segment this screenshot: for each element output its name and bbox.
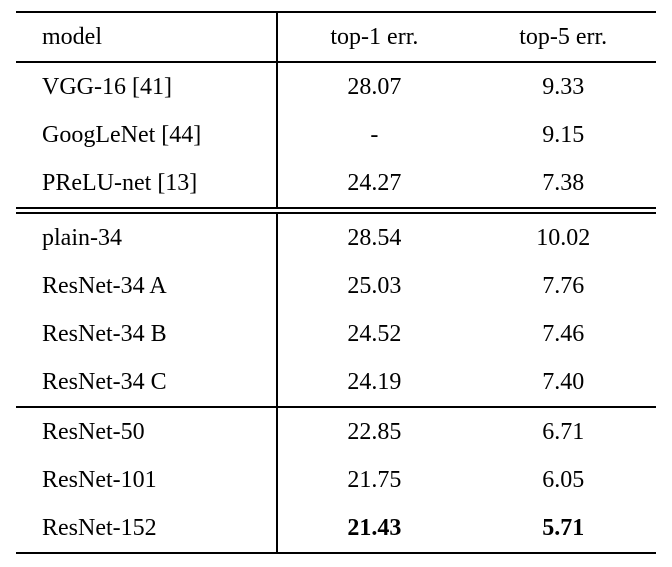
table-row: GoogLeNet [44] - 9.15 [16,111,656,159]
table-row: ResNet-34 A 25.03 7.76 [16,262,656,310]
top1-cell: 24.19 [347,368,402,395]
model-cell: PReLU-net [13] [16,159,279,207]
model-cell: VGG-16 [41] [16,63,279,111]
top1-cell: 24.52 [347,320,402,347]
table-row: ResNet-50 22.85 6.71 [16,408,656,456]
top5-cell: 9.15 [542,121,585,148]
top1-cell: 28.54 [347,224,402,251]
model-cell: plain-34 [16,214,279,262]
table-row: ResNet-152 21.43 5.71 [16,504,656,552]
top1-cell: 22.85 [347,418,402,445]
model-cell: ResNet-34 A [16,262,279,310]
top5-cell: 7.46 [542,320,585,347]
column-header-model: model [16,13,279,61]
top5-cell: 6.71 [542,418,585,445]
top5-cell: 7.40 [542,368,585,395]
top1-cell: 28.07 [347,73,402,100]
table-group-resnet34: plain-34 28.54 10.02 ResNet-34 A 25.03 7… [16,207,656,406]
top1-cell: 21.43 [347,514,402,541]
table-group-baselines: VGG-16 [41] 28.07 9.33 GoogLeNet [44] - … [16,63,656,207]
model-cell: ResNet-50 [16,408,279,456]
model-cell: GoogLeNet [44] [16,111,279,159]
table-row: ResNet-34 B 24.52 7.46 [16,310,656,358]
table-row: plain-34 28.54 10.02 [16,214,656,262]
top5-cell: 9.33 [542,73,585,100]
results-table: model top-1 err. top-5 err. VGG-16 [41] … [16,11,656,554]
table-row: ResNet-101 21.75 6.05 [16,456,656,504]
top1-cell: 24.27 [347,169,402,196]
top5-cell: 7.38 [542,169,585,196]
top5-cell: 10.02 [536,224,591,251]
top5-cell: 5.71 [542,514,585,541]
model-cell: ResNet-101 [16,456,279,504]
top1-cell: 21.75 [347,466,402,493]
column-header-top1: top-1 err. [330,23,419,50]
table-header-row: model top-1 err. top-5 err. [16,13,656,63]
model-cell: ResNet-34 C [16,358,279,406]
top1-cell: - [370,121,379,148]
top5-cell: 7.76 [542,272,585,299]
column-header-top5: top-5 err. [519,23,608,50]
top5-cell: 6.05 [542,466,585,493]
model-cell: ResNet-152 [16,504,279,552]
table-row: VGG-16 [41] 28.07 9.33 [16,63,656,111]
table-group-deep-resnets: ResNet-50 22.85 6.71 ResNet-101 21.75 6.… [16,406,656,552]
model-cell: ResNet-34 B [16,310,279,358]
table-row: ResNet-34 C 24.19 7.40 [16,358,656,406]
table-row: PReLU-net [13] 24.27 7.38 [16,159,656,207]
top1-cell: 25.03 [347,272,402,299]
